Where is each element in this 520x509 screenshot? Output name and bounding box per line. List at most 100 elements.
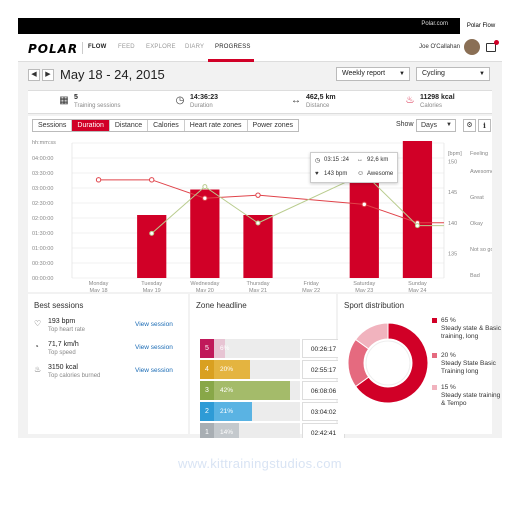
tab-sessions[interactable]: Sessions (33, 120, 73, 131)
zone-percent: 6% (220, 345, 230, 352)
flame-icon: ♨ (405, 95, 415, 106)
zone-percent: 21% (220, 408, 234, 415)
view-session-link[interactable]: View session (135, 367, 173, 374)
best-value: 3150 kcal (48, 364, 78, 371)
legend-text: Steady state training & Tempo (441, 392, 501, 407)
summary-value: 11298 kcal (420, 94, 455, 101)
bpm-axis-label: [bpm] (448, 151, 462, 157)
report-type-select[interactable]: Weekly report ▼ (336, 67, 410, 81)
chevron-down-icon: ▼ (446, 122, 452, 128)
x-tick-label: May 21 (249, 288, 267, 292)
feeling-point (255, 220, 261, 226)
chevron-down-icon: ▼ (399, 71, 405, 77)
feeling-tick-label: Great (470, 195, 484, 201)
notification-dot (494, 40, 499, 45)
y-tick-label: 01:00:00 (32, 246, 53, 252)
best-label: Top speed (48, 350, 76, 356)
tooltip-feeling: Awesome (367, 171, 394, 177)
x-tick-label: May 20 (196, 288, 214, 292)
y-tick-label: 01:30:00 (32, 231, 53, 237)
zone-track (200, 339, 300, 358)
y-tick-label: 03:00:00 (32, 186, 53, 192)
period-value: Days (421, 122, 437, 129)
donut-slice[interactable] (354, 322, 389, 350)
feeling-tick-label: Awesome (470, 169, 492, 175)
zone-number: 2 (200, 402, 214, 421)
zone-headline-panel: Zone headline 5 6% 00:26:17 4 20% 02:55:17 3 42… (190, 294, 345, 438)
tab-power-zones[interactable]: Power zones (247, 120, 299, 131)
sport-select[interactable]: Cycling ▼ (416, 67, 490, 81)
zone-bar (214, 339, 225, 358)
zone-row: 4 20% 02:55:17 (200, 360, 345, 379)
heart-rate-point (95, 177, 102, 183)
y-tick-label: 00:30:00 (32, 261, 53, 267)
smiley-icon: ☺ (357, 170, 365, 177)
stopwatch-icon: ◷ (315, 158, 321, 164)
avatar[interactable] (464, 39, 480, 55)
tab-heart-rate-zones[interactable]: Heart rate zones (184, 120, 248, 131)
zone-percent: 14% (220, 429, 234, 436)
show-label: Show (396, 121, 414, 128)
zone-headline-title: Zone headline (196, 301, 247, 310)
best-sessions-title: Best sessions (34, 301, 84, 310)
y-tick-label: 02:00:00 (32, 216, 53, 222)
x-tick-label: May 19 (143, 288, 161, 292)
view-session-link[interactable]: View session (135, 344, 173, 351)
x-tick-label: Saturday (353, 281, 375, 287)
nav-explore[interactable]: EXPLORE (146, 44, 176, 50)
chart-panel: Sessions Duration Distance Calories Hear… (28, 116, 492, 292)
period-select[interactable]: Days ▼ (416, 119, 456, 132)
bpm-tick-label: 135 (448, 251, 457, 257)
date-toolbar: ◀ ▶ May 18 - 24, 2015 Weekly report ▼ Cyc… (18, 63, 502, 89)
bpm-tick-label: 150 (448, 159, 457, 165)
bpm-tick-label: 140 (448, 221, 457, 227)
best-session-item: ♡ 193 bpm Top heart rate View session (34, 318, 189, 342)
zone-bar (214, 423, 240, 438)
nav-feed[interactable]: FEED (118, 44, 135, 50)
feeling-tick-label: Not so good (470, 247, 492, 253)
gear-icon[interactable]: ⚙ (463, 119, 476, 132)
sport-distribution-donut (347, 322, 429, 404)
polar-flow-link[interactable]: Polar Flow (460, 18, 502, 34)
heart-rate-point (149, 177, 155, 183)
prev-week-button[interactable]: ◀ (28, 69, 40, 81)
y-tick-label: 04:00:00 (32, 156, 53, 162)
tab-calories[interactable]: Calories (148, 120, 185, 131)
polar-com-link[interactable]: Polar.com (421, 21, 448, 27)
x-tick-label: Thursday (247, 281, 270, 287)
duration-bar (190, 189, 220, 278)
x-tick-label: Wednesday (190, 281, 219, 287)
info-icon[interactable]: i (478, 119, 491, 132)
feeling-point (202, 184, 208, 190)
heart-rate-point (202, 195, 208, 201)
y-tick-label: 03:30:00 (32, 171, 53, 177)
view-session-link[interactable]: View session (135, 321, 173, 328)
y-axis-label: hh:mm:ss (32, 140, 56, 146)
legend-swatch (432, 385, 437, 390)
heart-icon: ♡ (34, 319, 42, 328)
user-name[interactable]: Joe O'Callahan (419, 44, 460, 50)
duration-bar (349, 180, 379, 278)
polar-logo[interactable]: POLAR (28, 42, 79, 56)
legend-percent: 65 % (441, 317, 456, 324)
zone-number: 1 (200, 423, 214, 438)
tab-duration[interactable]: Duration (72, 120, 110, 131)
feeling-axis-label: Feeling (470, 151, 488, 157)
distance-icon: ↔ (291, 95, 301, 106)
x-tick-label: Friday (304, 281, 320, 287)
calendar-icon: ▦ (59, 95, 69, 106)
heart-rate-point (255, 192, 261, 198)
chart-tabs: Sessions Duration Distance Calories Hear… (32, 119, 300, 132)
inbox-icon[interactable] (486, 40, 499, 52)
nav-diary[interactable]: DIARY (185, 44, 205, 50)
x-tick-label: May 23 (355, 288, 373, 292)
donut-slice[interactable] (354, 322, 429, 404)
nav-progress[interactable]: PROGRESS (215, 44, 251, 50)
duration-chart: hh:mm:ss 04:00:00 03:30:00 03:00:00 02:30:00… (32, 140, 492, 292)
next-week-button[interactable]: ▶ (42, 69, 54, 81)
tooltip-distance: 92,6 km (367, 157, 389, 163)
heart-icon: ♥ (315, 171, 319, 177)
zone-row: 3 42% 06:08:06 (200, 381, 345, 400)
date-range-title: May 18 - 24, 2015 (60, 67, 165, 82)
tab-distance[interactable]: Distance (109, 120, 149, 131)
